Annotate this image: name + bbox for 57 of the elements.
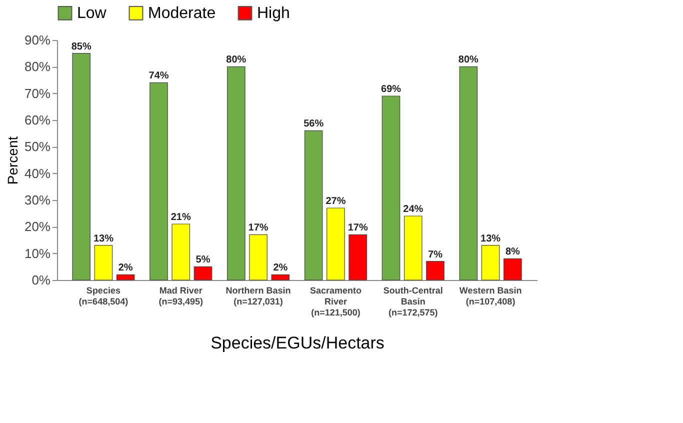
data-label: 74% <box>148 70 169 82</box>
bar <box>459 66 478 280</box>
bar <box>304 130 323 280</box>
bar <box>150 82 168 280</box>
y-tick-label: 10% <box>24 246 51 261</box>
y-tick-label: 20% <box>24 219 51 234</box>
legend-label: High <box>257 5 290 22</box>
data-label: 17% <box>248 222 268 234</box>
bar <box>426 261 444 280</box>
data-label: 17% <box>348 222 368 234</box>
bar <box>116 274 135 280</box>
data-label: 7% <box>428 249 443 260</box>
bar <box>481 245 500 280</box>
y-tick-label: 80% <box>24 59 51 74</box>
y-tick-label: 30% <box>24 192 51 208</box>
x-tick-label: Mad River (n=93,495) <box>158 286 204 306</box>
x-tick-label: Sacramento River (n=121,500) <box>310 286 362 318</box>
x-tick-label: South-Central Basin (n=172,575) <box>383 286 443 318</box>
bar <box>194 266 212 280</box>
legend-label: Moderate <box>148 5 216 22</box>
bar <box>326 208 345 280</box>
bar <box>249 234 268 280</box>
bar <box>348 234 367 280</box>
data-label: 13% <box>480 233 501 244</box>
x-tick-label: Western Basin (n=107,408) <box>459 286 522 306</box>
bar <box>172 224 190 280</box>
y-tick-label: 60% <box>24 112 51 128</box>
data-label: 5% <box>196 254 210 266</box>
x-tick-label: Northern Basin (n=127,031) <box>226 286 291 306</box>
data-label: 27% <box>326 196 346 207</box>
y-axis-title: Percent <box>4 136 20 185</box>
bar <box>72 53 90 280</box>
data-label: 24% <box>403 204 424 215</box>
data-label: 13% <box>93 233 114 244</box>
bar <box>382 96 400 280</box>
data-label: 2% <box>273 262 288 274</box>
bar <box>504 258 522 280</box>
y-tick-label: 40% <box>24 166 51 181</box>
y-tick-label: 0% <box>32 272 51 288</box>
data-label: 21% <box>170 212 191 223</box>
legend-label: Low <box>77 5 107 22</box>
y-tick-label: 50% <box>24 139 51 154</box>
data-label: 69% <box>381 84 402 95</box>
y-tick-label: 90% <box>24 32 51 48</box>
data-label: 2% <box>118 262 133 274</box>
data-label: 56% <box>304 118 324 130</box>
data-label: 85% <box>71 41 92 52</box>
bar <box>271 274 290 280</box>
x-tick-label: Species (n=648,504) <box>78 286 128 306</box>
data-label: 8% <box>505 246 520 258</box>
y-tick-label: 70% <box>24 86 51 101</box>
data-label: 80% <box>226 54 246 66</box>
bar <box>94 245 113 280</box>
bar <box>404 216 422 280</box>
x-axis-title: Species/EGUs/Hectars <box>210 334 384 352</box>
data-label: 80% <box>458 54 479 66</box>
bar <box>227 66 246 280</box>
